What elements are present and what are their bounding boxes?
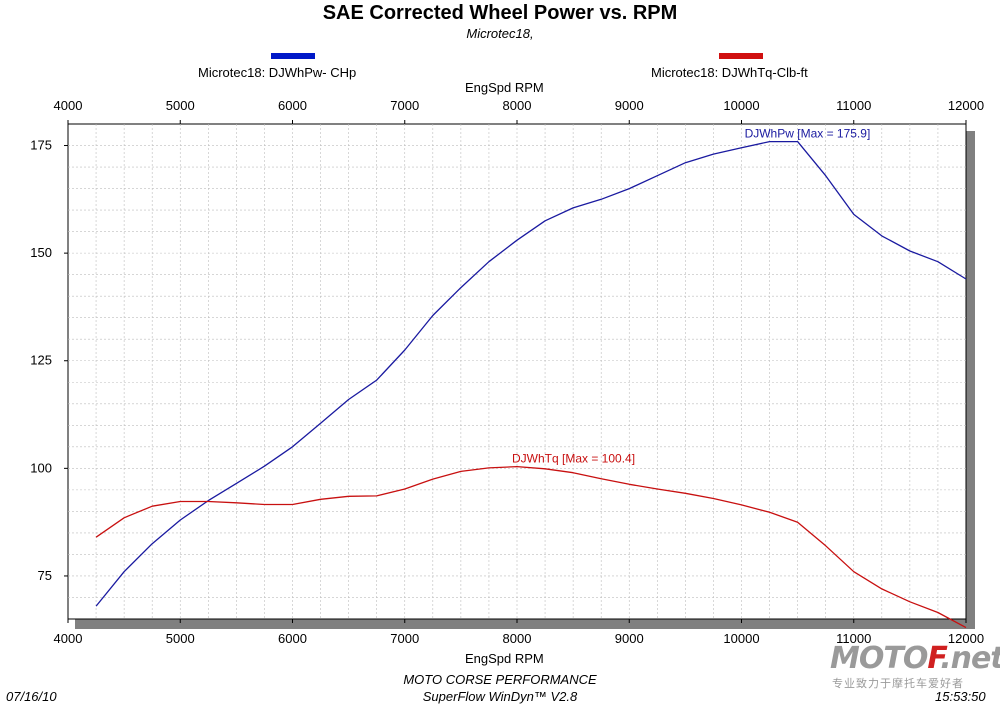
x-tick-label-bottom: 12000: [948, 631, 984, 646]
footer-company: MOTO CORSE PERFORMANCE: [403, 672, 597, 687]
y-tick-label: 75: [38, 568, 52, 583]
x-tick-label-top: 9000: [615, 98, 644, 113]
x-tick-label-bottom: 4000: [54, 631, 83, 646]
x-tick-label-top: 12000: [948, 98, 984, 113]
legend-label-torque: Microtec18: DJWhTq-Clb-ft: [651, 65, 808, 80]
watermark-brand-prefix: MOTO: [830, 641, 928, 676]
x-tick-label-top: 5000: [166, 98, 195, 113]
series-line-torque: [95, 465, 967, 629]
legend-label-power: Microtec18: DJWhPw- CHp: [198, 65, 357, 80]
x-tick-label-bottom: 10000: [723, 631, 759, 646]
watermark-brand-accent: F: [927, 641, 941, 676]
x-tick-label-bottom: 9000: [615, 631, 644, 646]
watermark-logo: MOTOF.net: [830, 641, 1000, 676]
y-tick-label: 175: [30, 138, 52, 153]
watermark-tagline: 专业致力于摩托车爱好者: [832, 677, 964, 690]
x-tick-label-top: 7000: [390, 98, 419, 113]
max-annotation-torque: DJWhTq [Max = 100.4]: [512, 452, 635, 466]
y-tick-label: 100: [30, 460, 52, 475]
chart-subtitle: Microtec18,: [466, 26, 534, 41]
chart-title: SAE Corrected Wheel Power vs. RPM: [322, 2, 678, 24]
x-tick-label-top: 10000: [723, 98, 759, 113]
x-tick-label-bottom: 7000: [390, 631, 419, 646]
x-tick-label-top: 11000: [836, 98, 871, 113]
x-tick-label-top: 8000: [503, 98, 532, 113]
footer-software: SuperFlow WinDyn™ V2.8: [422, 689, 578, 704]
y-tick-label: 150: [30, 245, 52, 260]
series-line-power: [95, 140, 967, 607]
x-tick-label-bottom: 6000: [278, 631, 307, 646]
x-axis-title-bottom: EngSpd RPM: [465, 651, 544, 666]
max-annotation-power: DJWhPw [Max = 175.9]: [745, 127, 871, 141]
x-tick-label-top: 4000: [54, 98, 83, 113]
watermark-brand-suffix: .net: [940, 641, 1000, 676]
x-tick-label-bottom: 11000: [836, 631, 871, 646]
x-axis-title-top: EngSpd RPM: [465, 80, 544, 95]
legend-swatch-torque: [719, 53, 763, 59]
x-tick-label-top: 6000: [278, 98, 307, 113]
x-tick-label-bottom: 8000: [503, 631, 532, 646]
footer-date: 07/16/10: [6, 689, 57, 704]
footer-time: 15:53:50: [935, 689, 986, 704]
x-tick-label-bottom: 5000: [166, 631, 195, 646]
y-tick-label: 125: [30, 353, 52, 368]
legend-swatch-power: [271, 53, 315, 59]
